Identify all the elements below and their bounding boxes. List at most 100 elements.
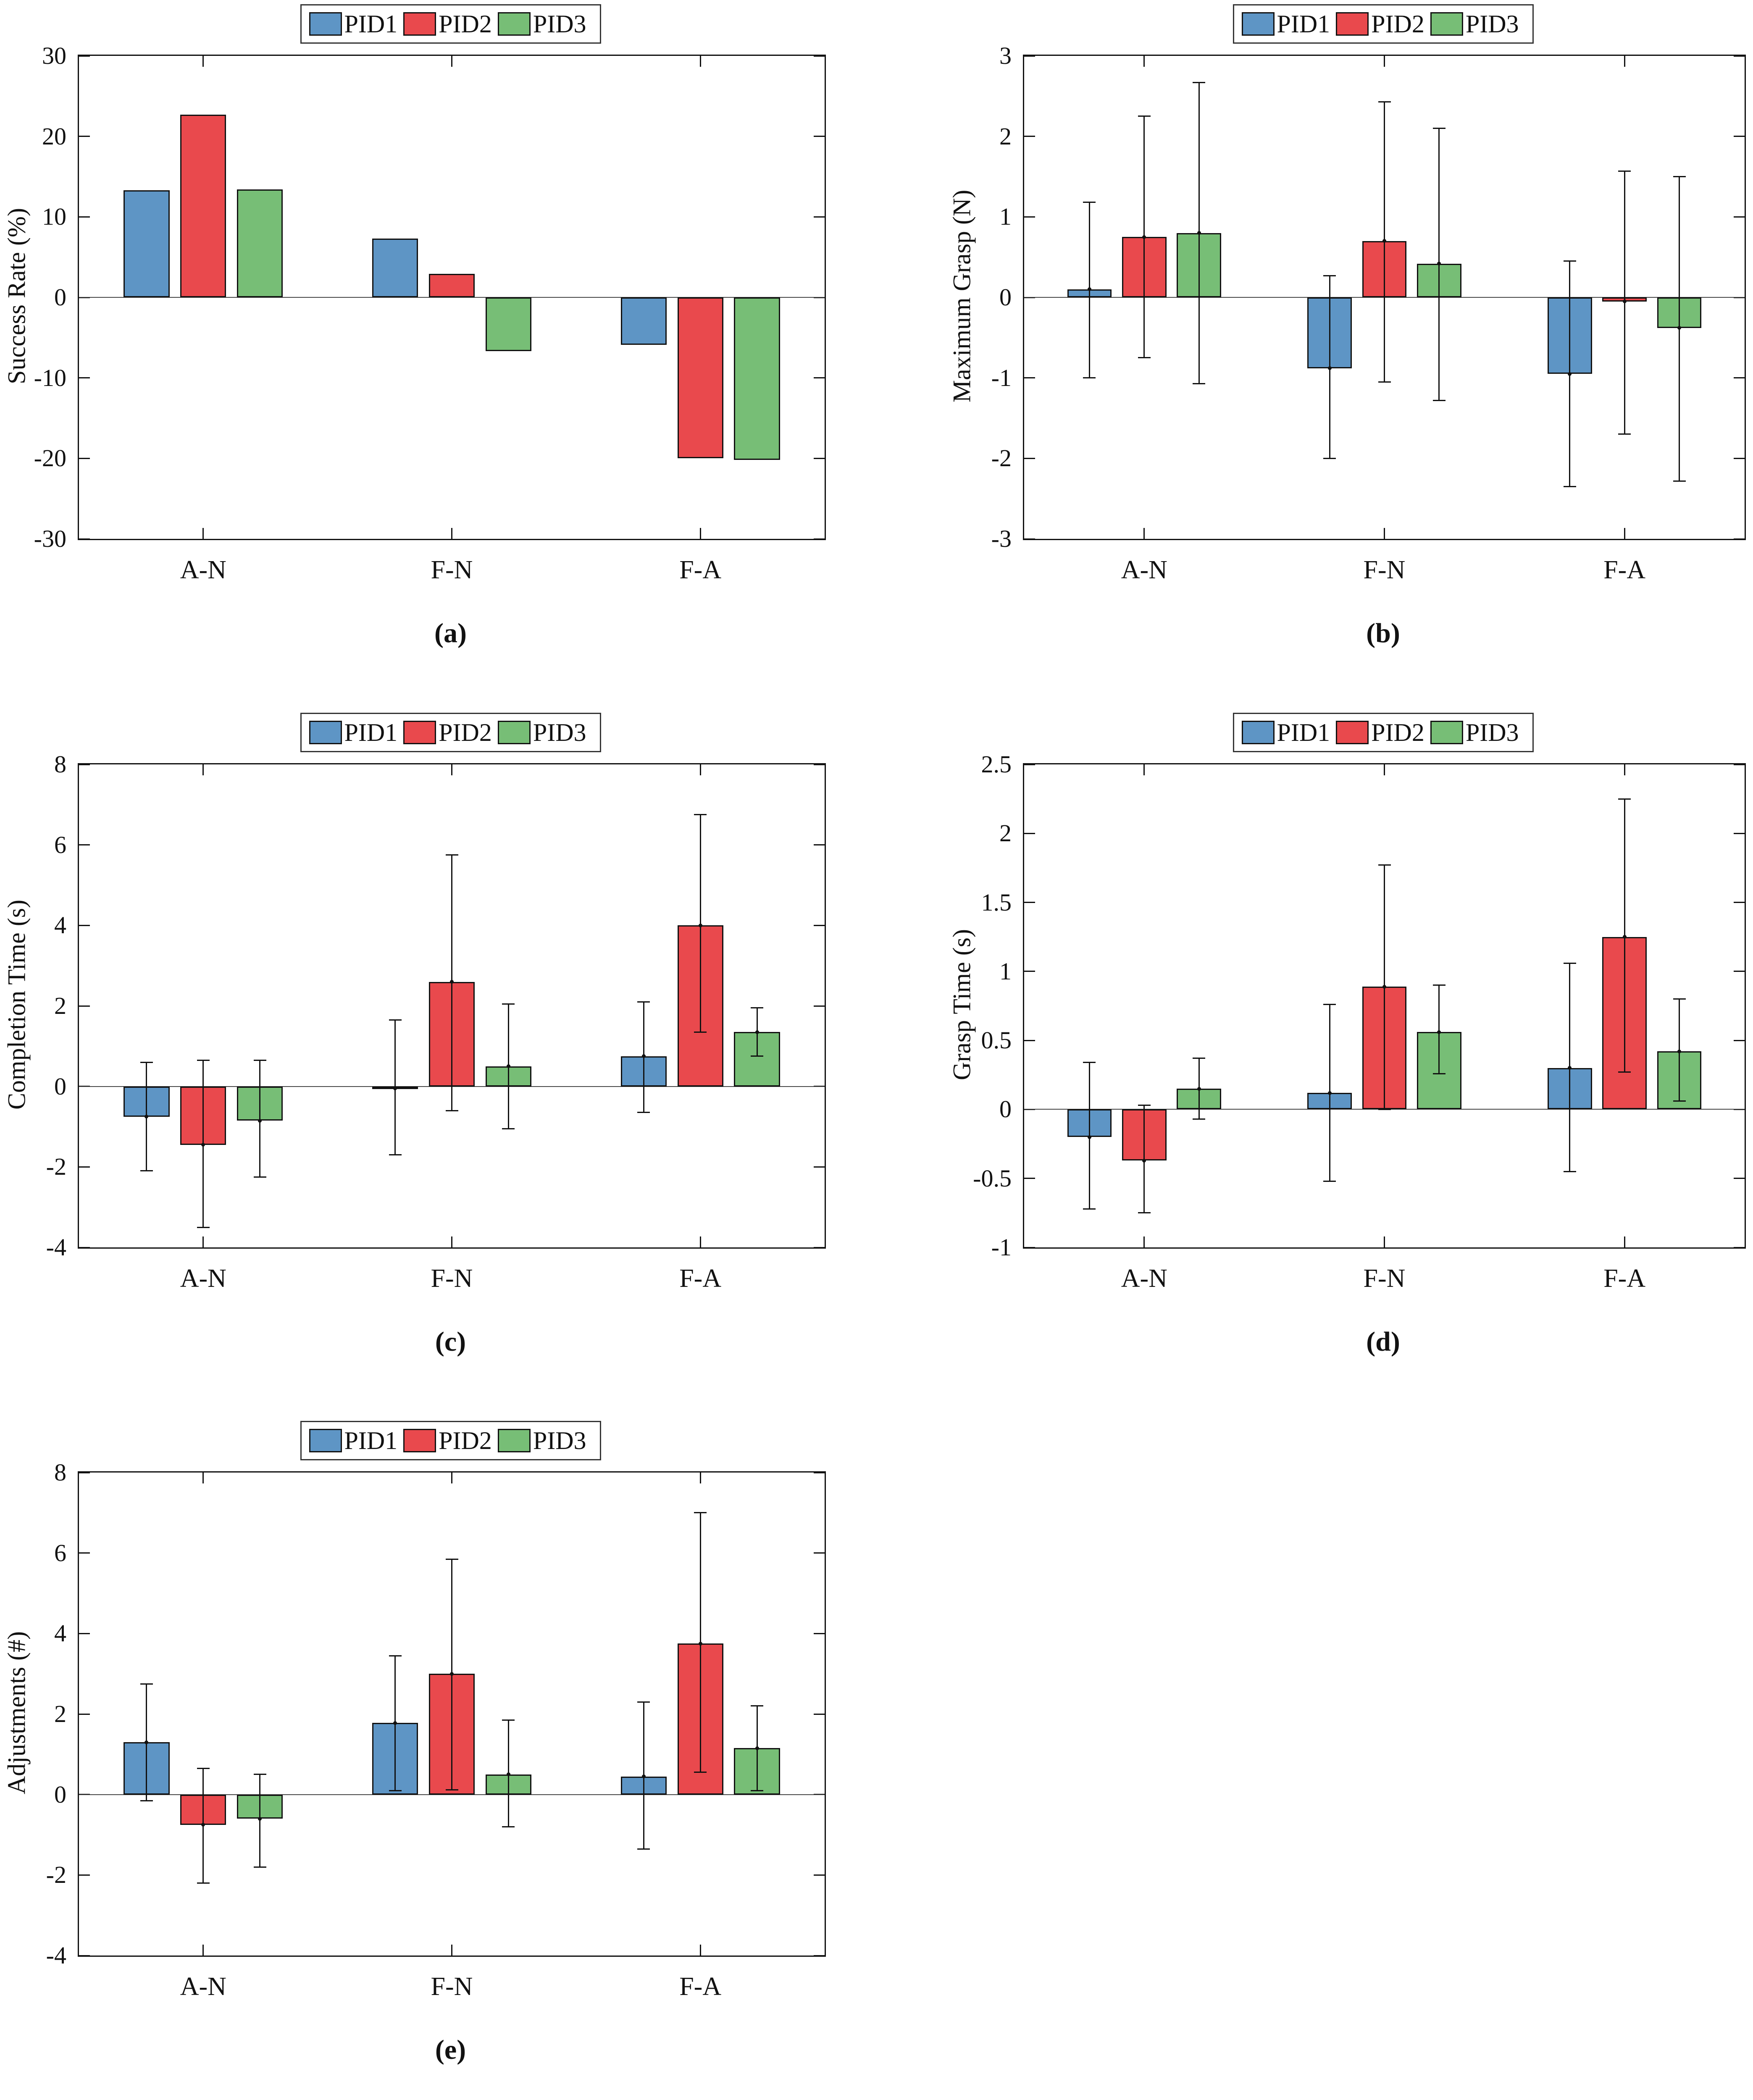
y-tick-left [79,216,90,218]
y-tick-label: 2 [54,992,66,1019]
plot-area: 8 6 4 2 0 -2 -4 A-N F-N F-A [46,751,826,1293]
x-category-label: A-N [180,1972,226,2001]
legend: PID1 PID2 PID3 [300,713,601,752]
subplot-caption-d: (d) [1366,1326,1400,1357]
x-tick-bottom [451,528,452,539]
y-tick-label: 0 [54,1072,66,1100]
chart-panel-d: PID1 PID2 PID3 Grasp Time (s) 2.5 2 1.5 1 0.5 0 -0… [877,709,1753,1417]
legend-label-pid3: PID3 [533,719,586,746]
legend-swatch-pid2 [1336,721,1369,744]
y-tick-label: 0.5 [981,1026,1012,1054]
error-bar-cap-top [1083,202,1096,203]
error-bar-cap-bottom [751,1055,764,1057]
bar-pid2-f-a [677,297,723,459]
error-bar-cap-bottom [694,1031,707,1033]
y-tick-right [814,216,825,218]
y-tick-label: 0 [999,284,1012,311]
error-bar-cap-top [1138,1105,1151,1106]
x-category-label: A-N [1121,1264,1167,1293]
subplot-caption-a: (a) [434,618,467,648]
y-tick-right [814,136,825,137]
y-tick-left [79,538,90,540]
error-bar-cap-top [694,814,707,816]
legend-item-pid1: PID1 [309,10,403,37]
error-bar-mean-marker [258,1816,262,1821]
error-bar-cap-bottom [637,1112,650,1113]
error-bar-mean-marker [1197,231,1201,235]
legend-label-pid1: PID1 [1277,10,1330,38]
error-bar-mean-marker [506,1772,510,1777]
x-tick-top [699,1473,701,1483]
y-tick-label: 8 [54,751,66,778]
error-bar-cap-top [197,1767,210,1769]
y-tick-left [79,1247,90,1248]
error-bar-cap-bottom [445,1110,458,1111]
error-bar-mean-marker [1382,984,1386,989]
legend-swatch-pid1 [309,1429,342,1452]
bar-pid1-a-n [124,190,170,297]
error-bar-mean-marker [1142,1158,1146,1163]
legend-swatch-pid2 [403,721,436,744]
y-tick-left [1024,538,1035,540]
y-tick-right [1734,377,1745,379]
error-bar-cap-bottom [1138,357,1151,359]
error-bar-mean-marker [145,1115,149,1119]
error-bar-cap-bottom [140,1170,153,1172]
y-tick-right [1734,457,1745,459]
error-bar-mean-marker [201,1143,205,1147]
x-tick-bottom [1384,528,1385,539]
error-bar-cap-top [502,1003,515,1005]
y-tick-right [1734,1178,1745,1179]
error-bar-cap-top [253,1774,266,1775]
legend-label-pid1: PID1 [1277,719,1330,746]
error-bar-line [259,1774,261,1867]
y-tick-left [79,844,90,846]
error-bar-mean-marker [450,980,454,984]
chart-panel-b: PID1 PID2 PID3 Maximum Grasp (N) 3 2 1 0 -1 -2 -3 A… [877,0,1753,709]
legend-item-pid3: PID3 [1430,10,1525,37]
x-tick-top [699,764,701,775]
y-tick-right [814,1713,825,1715]
x-tick-bottom [451,1945,452,1956]
y-tick-label: 1 [999,957,1012,985]
legend-label-pid2: PID2 [439,1427,492,1454]
error-bar-cap-top [1563,260,1576,262]
x-tick-top [1384,56,1385,67]
legend: PID1 PID2 PID3 [300,1421,601,1460]
legend-swatch-pid1 [1241,12,1275,36]
y-tick-left [1024,457,1035,459]
y-tick-right [814,377,825,379]
y-tick-label: -30 [34,525,66,552]
y-tick-left [79,924,90,926]
y-tick-label: 2 [999,819,1012,847]
subplot-caption-c: (c) [435,1326,466,1357]
y-tick-label: -4 [46,1234,66,1261]
error-bar-cap-top [445,1558,458,1560]
error-bar-cap-top [445,854,458,856]
legend-item-pid2: PID2 [403,10,498,37]
error-bar-cap-bottom [1193,1118,1206,1120]
bar-pid3-f-a [734,297,780,460]
y-tick-right [814,1166,825,1168]
x-tick-bottom [699,528,701,539]
y-tick-right [814,457,825,459]
chart-panel-c: PID1 PID2 PID3 Completion Time (s) 8 6 4 2 0 -2 -4… [0,709,876,1417]
y-tick-right [814,55,825,57]
x-category-label: F-N [431,556,473,584]
y-tick-right [1734,1247,1745,1248]
y-tick-label: -10 [34,364,66,391]
error-bar-cap-top [1673,998,1686,1000]
x-tick-bottom [202,1236,204,1247]
y-tick-label: -1 [991,1234,1012,1261]
y-tick-right [1734,832,1745,834]
legend-label-pid1: PID1 [344,10,398,38]
legend-label-pid3: PID3 [1465,719,1519,746]
y-tick-right [1734,902,1745,903]
error-bar-mean-marker [755,1030,759,1034]
error-bar-cap-bottom [1083,1208,1096,1210]
subplot-caption-b: (b) [1366,618,1400,648]
legend-swatch-pid3 [1430,721,1463,744]
error-bar-mean-marker [1327,1091,1332,1095]
error-bar-mean-marker [1622,299,1627,304]
error-bar-mean-marker [1622,935,1627,939]
